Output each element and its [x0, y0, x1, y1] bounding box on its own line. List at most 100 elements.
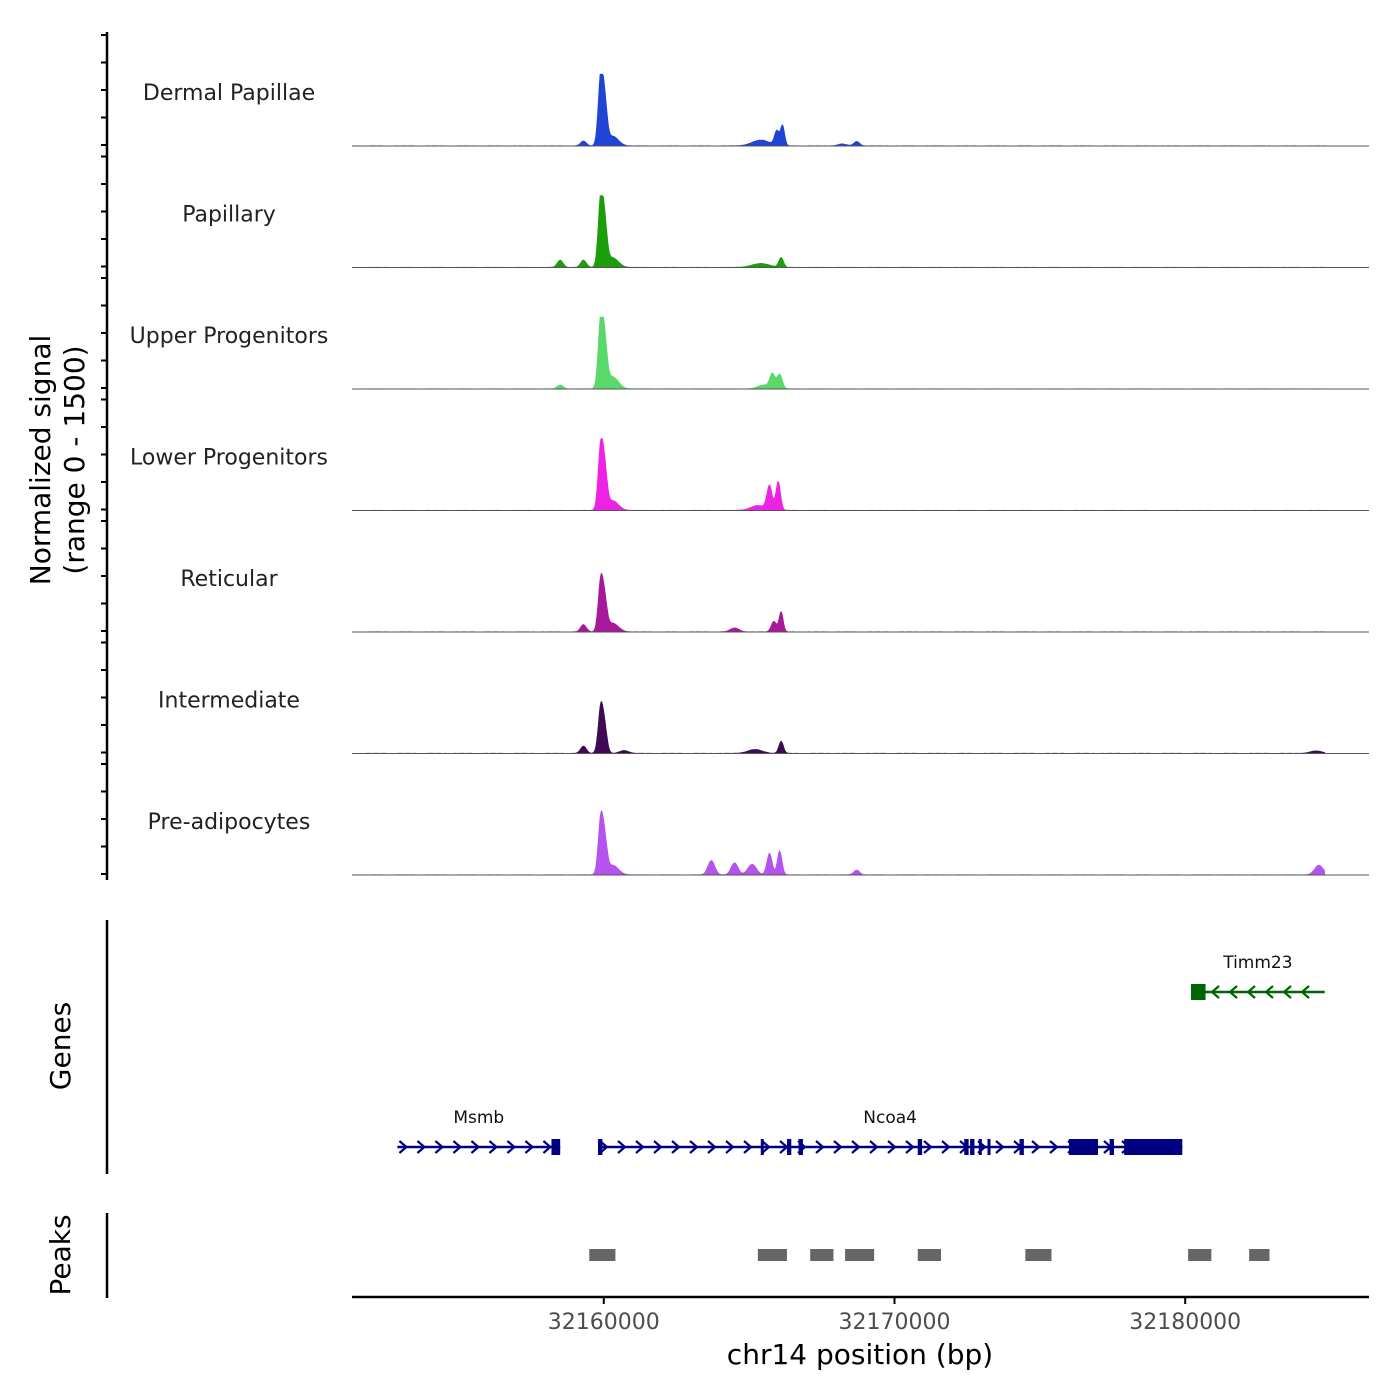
peak-region [1025, 1249, 1052, 1261]
gene-label-timm23: Timm23 [1222, 953, 1292, 973]
x-axis-ticks: 32160000 32170000 32180000 [548, 1297, 1241, 1335]
peak-region [845, 1249, 875, 1261]
strand-arrow-msmb [524, 1140, 535, 1154]
strand-arrow-msmb [488, 1140, 499, 1154]
signal-y-ticks [101, 34, 107, 875]
x-axis-title: chr14 position (bp) [727, 1338, 993, 1371]
exon-ncoa4 [760, 1139, 764, 1155]
peak-regions [589, 1249, 1270, 1261]
exon-ncoa4 [978, 1139, 982, 1155]
strand-arrow-ncoa4 [653, 1140, 663, 1154]
exon-ncoa4 [1124, 1139, 1183, 1155]
gene-label-ncoa4: Ncoa4 [863, 1108, 917, 1128]
exon-ncoa4 [917, 1139, 923, 1155]
gene-ncoa4: Ncoa4 [597, 1108, 1183, 1155]
x-tick-label: 32160000 [548, 1310, 660, 1335]
signal-area-reticular [356, 572, 1325, 633]
gene-msmb: Msmb [397, 1108, 561, 1155]
strand-arrow-msmb [470, 1140, 481, 1154]
peak-region [1188, 1249, 1212, 1261]
signal-area-intermediate [356, 701, 1325, 754]
gene-timm23: Timm23 [1191, 953, 1325, 1000]
genes-axis-title: Genes [44, 1002, 77, 1090]
strand-arrow-ncoa4 [833, 1140, 843, 1154]
signal-area-lower-progenitors [356, 438, 1325, 511]
track-label-upper-progenitors: Upper Progenitors [130, 324, 329, 349]
exon-timm23 [1191, 984, 1206, 1000]
coverage-tracks: Dermal Papillae Papillary Upper Progenitor… [130, 73, 1369, 876]
exon-ncoa4 [597, 1139, 603, 1155]
strand-arrow-msmb [542, 1140, 553, 1154]
track-label-dermal-papillae: Dermal Papillae [143, 81, 315, 106]
strand-arrow-ncoa4 [941, 1140, 951, 1154]
strand-arrow-timm23 [1246, 985, 1256, 999]
signal-axis-title-line1: Normalized signal [24, 335, 57, 586]
exon-ncoa4 [970, 1139, 975, 1155]
strand-arrow-ncoa4 [743, 1140, 753, 1154]
strand-arrow-ncoa4 [923, 1140, 933, 1154]
track-papillary: Papillary [182, 195, 1369, 268]
track-label-intermediate: Intermediate [158, 689, 300, 714]
strand-arrow-ncoa4 [689, 1140, 699, 1154]
signal-axis-title: Normalized signal (range 0 - 1500) [24, 335, 91, 586]
gene-annotations: Msmb Ncoa4 Timm23 [397, 953, 1325, 1155]
peak-region [1249, 1249, 1270, 1261]
track-upper-progenitors: Upper Progenitors [130, 316, 1369, 390]
peaks-axis-title: Peaks [44, 1214, 77, 1295]
track-label-papillary: Papillary [182, 203, 276, 228]
strand-arrow-ncoa4 [1031, 1140, 1041, 1154]
signal-area-upper-progenitors [356, 316, 1325, 390]
track-label-reticular: Reticular [180, 567, 278, 592]
track-label-pre-adipocytes: Pre-adipocytes [148, 810, 311, 835]
strand-arrow-msmb [506, 1140, 517, 1154]
exon-msmb [551, 1139, 561, 1155]
exon-ncoa4 [1019, 1139, 1024, 1155]
strand-arrow-ncoa4 [815, 1140, 825, 1154]
strand-arrow-timm23 [1210, 985, 1220, 999]
strand-arrow-timm23 [1300, 985, 1310, 999]
x-tick-label: 32180000 [1129, 1310, 1241, 1335]
gene-label-msmb: Msmb [453, 1108, 504, 1128]
strand-arrow-ncoa4 [869, 1140, 879, 1154]
strand-arrow-ncoa4 [887, 1140, 897, 1154]
exon-ncoa4 [987, 1139, 991, 1155]
track-lower-progenitors: Lower Progenitors [130, 438, 1369, 511]
peak-region [589, 1249, 616, 1261]
peak-region [757, 1249, 787, 1261]
track-dermal-papillae: Dermal Papillae [143, 73, 1369, 147]
exon-ncoa4 [798, 1139, 803, 1155]
signal-area-papillary [356, 195, 1325, 268]
x-tick-label: 32170000 [839, 1310, 951, 1335]
signal-area-pre-adipocytes [356, 810, 1325, 876]
strand-arrow-ncoa4 [635, 1140, 645, 1154]
track-pre-adipocytes: Pre-adipocytes [148, 810, 1369, 876]
signal-axis-title-line2: (range 0 - 1500) [58, 345, 91, 574]
track-label-lower-progenitors: Lower Progenitors [130, 446, 328, 471]
strand-arrow-ncoa4 [995, 1140, 1005, 1154]
strand-arrow-ncoa4 [851, 1140, 861, 1154]
exon-ncoa4 [1109, 1139, 1114, 1155]
strand-arrow-timm23 [1282, 985, 1292, 999]
peak-region [917, 1249, 942, 1261]
exon-ncoa4 [1068, 1139, 1098, 1155]
strand-arrow-ncoa4 [1049, 1140, 1059, 1154]
strand-arrow-timm23 [1228, 985, 1238, 999]
peak-region [810, 1249, 834, 1261]
strand-arrow-ncoa4 [761, 1140, 771, 1154]
strand-arrow-timm23 [1264, 985, 1274, 999]
strand-arrow-msmb [416, 1140, 427, 1154]
strand-arrow-ncoa4 [905, 1140, 915, 1154]
strand-arrow-msmb [398, 1140, 409, 1154]
strand-arrow-ncoa4 [617, 1140, 627, 1154]
strand-arrow-msmb [434, 1140, 445, 1154]
strand-arrow-ncoa4 [725, 1140, 735, 1154]
exon-ncoa4 [964, 1139, 969, 1155]
signal-area-dermal-papillae [356, 73, 1325, 147]
track-intermediate: Intermediate [158, 689, 1369, 754]
track-reticular: Reticular [180, 567, 1369, 633]
exon-ncoa4 [786, 1139, 792, 1155]
strand-arrow-ncoa4 [707, 1140, 717, 1154]
strand-arrow-msmb [452, 1140, 463, 1154]
strand-arrow-ncoa4 [671, 1140, 681, 1154]
